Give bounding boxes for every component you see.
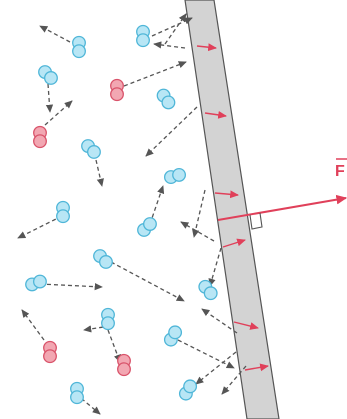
molecule-red bbox=[33, 125, 47, 149]
trajectory-arrow bbox=[201, 308, 238, 334]
molecule-blue bbox=[101, 307, 115, 331]
impact-arrow bbox=[204, 111, 227, 119]
trajectory-arrow bbox=[45, 83, 54, 113]
trajectory-arrow bbox=[177, 339, 235, 369]
molecule-blue bbox=[163, 325, 183, 347]
trajectory-arrow bbox=[39, 283, 103, 291]
trajectory-arrow bbox=[95, 159, 104, 187]
trajectory-arrow bbox=[17, 215, 63, 239]
impact-arrow bbox=[244, 363, 269, 372]
molecule-red bbox=[110, 78, 124, 102]
molecule-blue bbox=[163, 167, 187, 185]
atom bbox=[43, 349, 57, 364]
molecule-blue bbox=[25, 274, 47, 292]
impact-arrow bbox=[233, 321, 259, 330]
atom bbox=[161, 95, 176, 110]
molecule-blue bbox=[81, 139, 101, 159]
impact-arrow bbox=[196, 43, 217, 52]
trajectory-arrow bbox=[164, 13, 187, 45]
molecule-blue bbox=[56, 200, 70, 224]
atom bbox=[32, 274, 47, 289]
atom bbox=[99, 255, 113, 269]
trajectory-arrow bbox=[21, 309, 45, 341]
container-wall bbox=[184, 0, 280, 419]
trajectory-arrow bbox=[75, 393, 101, 415]
atom bbox=[172, 167, 187, 182]
trajectory-arrow bbox=[110, 261, 185, 302]
atom bbox=[72, 44, 86, 59]
molecule-blue bbox=[178, 379, 198, 401]
atom bbox=[168, 325, 183, 340]
wall-impact-forces bbox=[196, 43, 269, 372]
atom bbox=[101, 316, 115, 331]
trajectory-arrow bbox=[151, 17, 193, 37]
impact-arrow bbox=[222, 238, 246, 248]
net-force: F bbox=[217, 158, 347, 230]
atom bbox=[183, 379, 198, 394]
trajectory-arrow bbox=[192, 189, 206, 238]
trajectory-arrow bbox=[123, 61, 187, 87]
atom bbox=[70, 390, 84, 405]
atom bbox=[87, 145, 101, 159]
trajectory-arrow bbox=[221, 365, 247, 395]
right-angle-marker bbox=[249, 212, 263, 230]
impact-arrow bbox=[214, 190, 239, 199]
atom bbox=[136, 33, 150, 48]
atom bbox=[117, 362, 131, 377]
molecule-blue bbox=[93, 249, 113, 269]
molecule-blue bbox=[198, 279, 218, 301]
atom bbox=[56, 209, 70, 224]
force-label: F bbox=[335, 163, 345, 180]
molecule-red bbox=[43, 340, 57, 364]
molecule-trajectories bbox=[17, 13, 247, 415]
molecule-blue bbox=[72, 35, 86, 59]
trajectory-arrow bbox=[208, 247, 222, 287]
trajectory-arrow bbox=[145, 106, 198, 157]
atom bbox=[44, 71, 58, 85]
molecule-blue bbox=[156, 88, 176, 110]
trajectory-arrow bbox=[180, 221, 215, 242]
trajectory-arrow bbox=[195, 351, 237, 385]
molecule-blue bbox=[137, 217, 157, 237]
trajectory-arrow bbox=[107, 329, 121, 363]
force-arrow bbox=[217, 194, 347, 221]
trajectory-arrow bbox=[44, 100, 73, 126]
molecule-blue bbox=[70, 381, 84, 405]
molecule-blue bbox=[136, 24, 150, 48]
atom bbox=[203, 286, 218, 301]
molecule-blue bbox=[38, 65, 58, 85]
trajectory-arrow bbox=[83, 325, 111, 333]
trajectory-arrow bbox=[39, 25, 71, 43]
atom bbox=[143, 217, 157, 231]
gas-molecules bbox=[25, 24, 218, 405]
atom bbox=[110, 87, 124, 102]
trajectory-arrow bbox=[153, 41, 186, 49]
atom bbox=[33, 134, 47, 149]
molecule-red bbox=[117, 353, 131, 377]
